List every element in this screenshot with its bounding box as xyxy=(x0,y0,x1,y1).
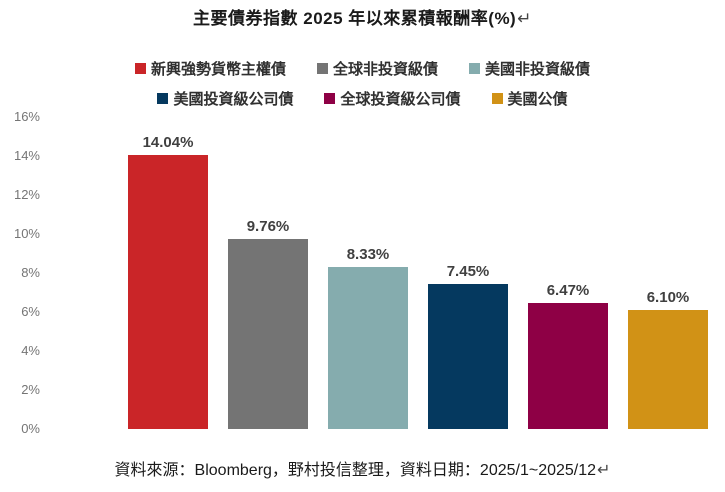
legend-swatch-icon xyxy=(491,92,503,104)
bar-value-label: 6.47% xyxy=(546,282,590,299)
bar-3 xyxy=(428,284,508,429)
y-axis-tick-label: 14% xyxy=(13,148,40,163)
y-axis-tick-label: 16% xyxy=(13,109,40,124)
bar-1 xyxy=(228,239,308,429)
source-note-text: 資料來源：Bloomberg，野村投信整理，資料日期：2025/1~2025/1… xyxy=(114,462,597,479)
legend-swatch-icon xyxy=(157,92,169,104)
legend-item: 美國非投資級債 xyxy=(469,58,590,79)
bar-0 xyxy=(128,155,208,429)
y-axis-tick-label: 12% xyxy=(13,187,40,202)
legend-item: 美國公債 xyxy=(491,88,568,109)
y-axis-tick-label: 4% xyxy=(21,343,40,358)
source-note: 資料來源：Bloomberg，野村投信整理，資料日期：2025/1~2025/1… xyxy=(0,456,725,480)
legend-label: 美國非投資級債 xyxy=(485,60,591,78)
legend-label: 新興強勢貨幣主權債 xyxy=(150,60,286,78)
bar-value-label: 8.33% xyxy=(346,246,390,263)
y-axis-tick-label: 10% xyxy=(13,226,40,241)
chart-title: 主要債券指數 2025 年以來累積報酬率(%)↵ xyxy=(0,4,725,29)
legend-item: 全球投資級公司債 xyxy=(324,88,461,109)
legend-row: 美國投資級公司債 全球投資級公司債 美國公債 xyxy=(0,85,725,111)
y-axis-tick-label: 0% xyxy=(21,421,40,436)
legend-swatch-icon xyxy=(324,92,336,104)
chart-title-text: 主要債券指數 2025 年以來累積報酬率(%) xyxy=(193,9,517,28)
y-axis-tick-label: 2% xyxy=(21,382,40,397)
legend-swatch-icon xyxy=(469,62,480,74)
legend-label: 美國公債 xyxy=(507,90,568,108)
y-axis-tick-label: 6% xyxy=(21,304,40,319)
bar-2 xyxy=(328,267,408,429)
legend-label: 美國投資級公司債 xyxy=(173,90,294,108)
y-axis-tick-label: 8% xyxy=(21,265,40,280)
paragraph-return-icon: ↵ xyxy=(517,9,532,28)
bar-4 xyxy=(528,303,608,429)
legend-item: 全球非投資級債 xyxy=(316,58,438,79)
legend-item: 新興強勢貨幣主權債 xyxy=(134,58,286,79)
legend-swatch-icon xyxy=(316,62,328,74)
legend-label: 全球非投資級債 xyxy=(332,60,438,78)
bar-value-label: 7.45% xyxy=(446,263,490,280)
legend-row: 新興強勢貨幣主權債 全球非投資級債 美國非投資級債 xyxy=(0,55,725,81)
legend-swatch-icon xyxy=(134,62,146,74)
paragraph-return-icon: ↵ xyxy=(597,462,611,479)
bar-value-label: 6.10% xyxy=(646,289,690,306)
chart-legend: 新興強勢貨幣主權債 全球非投資級債 美國非投資級債 美國投資級公司債 全球投資級公司債美… xyxy=(0,55,725,115)
bar-value-label: 9.76% xyxy=(246,218,290,235)
bar-5 xyxy=(628,310,708,429)
legend-label: 全球投資級公司債 xyxy=(340,90,461,108)
bar-value-label: 14.04% xyxy=(142,134,194,151)
legend-item: 美國投資級公司債 xyxy=(157,88,293,109)
